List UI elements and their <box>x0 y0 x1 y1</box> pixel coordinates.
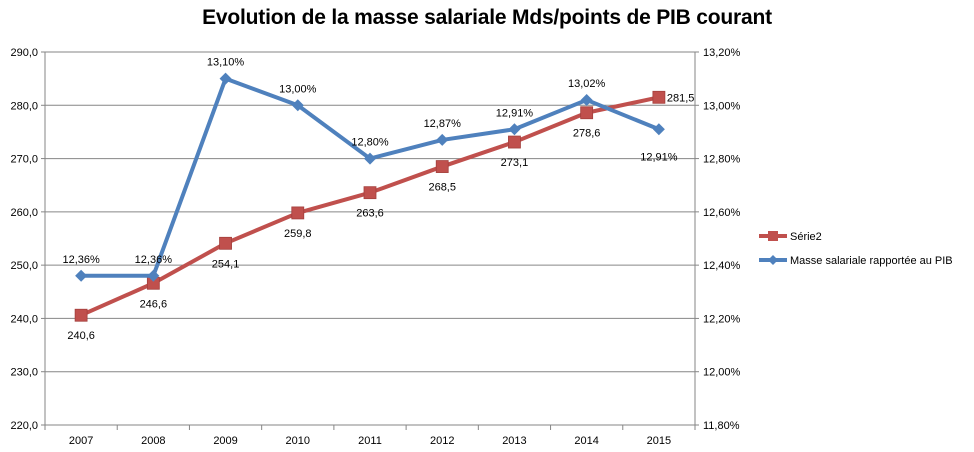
data-labels: 240,6 246,6 254,1 259,8 263,6 268,5 273,1 278,6… <box>62 57 694 343</box>
data-point <box>436 133 449 146</box>
x-tick-label: 2015 <box>647 435 671 447</box>
data-label: 240,6 <box>67 330 95 342</box>
data-label: 12,91% <box>640 151 678 163</box>
y-right-tick-label: 13,20% <box>703 47 741 59</box>
axes: 220,0 230,0 240,0 250,0 260,0 270,0 280,0 290,0… <box>10 47 740 447</box>
data-point <box>363 186 377 200</box>
y-left-tick-label: 250,0 <box>10 260 38 272</box>
y-right-tick-label: 12,20% <box>703 313 741 325</box>
data-label: 246,6 <box>140 298 168 310</box>
y-right-tick-label: 11,80% <box>703 420 740 432</box>
x-tick-label: 2013 <box>502 435 526 447</box>
y-right-tick-label: 12,60% <box>703 207 741 219</box>
legend-label: Masse salariale rapportée au PIB <box>790 255 953 267</box>
legend-label: Série2 <box>790 231 822 243</box>
data-point <box>508 123 521 136</box>
y-left-tick-label: 230,0 <box>10 367 38 379</box>
x-tick-label: 2009 <box>213 435 237 447</box>
data-label: 263,6 <box>356 208 384 220</box>
y-right-tick-label: 12,80% <box>703 154 741 166</box>
data-point <box>219 236 232 250</box>
data-point <box>74 308 88 322</box>
data-label: 12,87% <box>424 118 462 130</box>
data-point <box>364 152 376 165</box>
data-label: 13,02% <box>568 78 606 90</box>
chart-title: Evolution de la masse salariale Mds/poin… <box>202 6 772 29</box>
data-label: 13,00% <box>279 83 317 95</box>
x-tick-label: 2008 <box>141 435 165 447</box>
data-label: 259,8 <box>284 228 312 240</box>
x-tick-label: 2010 <box>286 435 310 447</box>
legend-marker <box>768 231 778 241</box>
data-point <box>652 90 666 104</box>
data-label: 268,5 <box>428 182 456 194</box>
x-tick-label: 2014 <box>574 435 598 447</box>
data-label: 12,80% <box>351 137 389 149</box>
legend: Série2 Masse salariale rapportée au PIB <box>759 231 953 267</box>
data-point <box>291 99 304 112</box>
data-point <box>580 106 594 120</box>
y-left-tick-label: 290,0 <box>10 47 38 59</box>
data-label: 254,1 <box>212 258 240 270</box>
data-label: 12,36% <box>135 254 173 266</box>
legend-marker <box>768 255 778 265</box>
data-label: 281,5 <box>667 92 695 104</box>
x-tick-label: 2007 <box>69 435 93 447</box>
data-point <box>508 135 521 149</box>
data-point <box>435 160 449 173</box>
y-right-tick-label: 12,40% <box>703 260 741 272</box>
data-label: 13,10% <box>207 57 245 69</box>
y-left-tick-label: 270,0 <box>10 154 38 166</box>
data-point <box>75 269 88 282</box>
y-left-tick-label: 260,0 <box>10 207 38 219</box>
data-label: 12,91% <box>496 107 534 119</box>
series-line <box>81 76 660 278</box>
series-lines <box>74 72 666 322</box>
gridlines <box>45 51 695 426</box>
data-label: 273,1 <box>501 157 529 169</box>
x-tick-label: 2011 <box>358 435 382 447</box>
y-left-tick-label: 220,0 <box>10 420 38 432</box>
y-left-tick-label: 240,0 <box>10 313 38 325</box>
x-tick-label: 2012 <box>430 435 454 447</box>
data-label: 12,36% <box>62 254 100 266</box>
y-left-tick-label: 280,0 <box>10 100 38 112</box>
data-point <box>291 206 305 220</box>
data-point <box>147 269 160 282</box>
y-right-tick-label: 12,00% <box>703 367 741 379</box>
data-label: 278,6 <box>573 128 601 140</box>
data-point <box>580 93 593 106</box>
data-point <box>652 123 665 136</box>
data-point <box>219 72 232 85</box>
y-right-tick-label: 13,00% <box>703 100 741 112</box>
